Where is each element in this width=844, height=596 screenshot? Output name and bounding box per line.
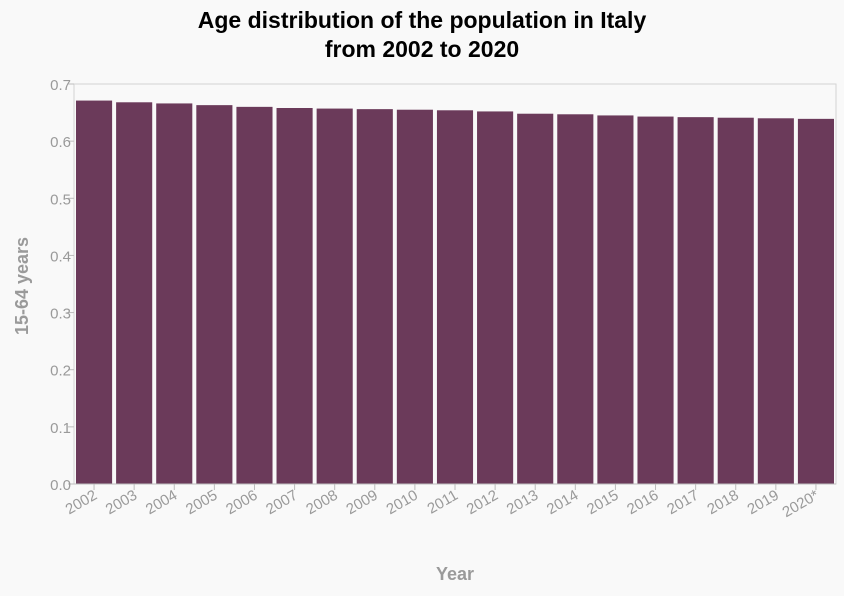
x-tick-label: 2008 (303, 487, 340, 518)
bars (76, 100, 834, 485)
y-tick-label: 0.2 (50, 363, 71, 380)
x-tick-label: 2014 (544, 487, 581, 518)
y-tick-label: 0.1 (50, 420, 71, 437)
x-tick-label: 2015 (584, 487, 621, 518)
y-axis-title: 15-64 years (12, 237, 32, 335)
y-axis: 0.0 0.1 0.2 0.3 0.4 0.5 0.6 0.7 (50, 77, 837, 494)
x-tick-label: 2012 (464, 487, 501, 518)
bar-2017 (677, 117, 714, 485)
bar-2002 (76, 100, 113, 485)
x-tick-label: 2019 (744, 487, 781, 518)
x-tick-label: 2005 (183, 487, 220, 518)
bar-2003 (116, 102, 153, 485)
bar-2008 (316, 108, 353, 485)
bar-2006 (236, 106, 273, 484)
chart-title-line-2: from 2002 to 2020 (324, 36, 520, 62)
bar-2015 (597, 115, 634, 484)
x-tick-label: 2017 (664, 487, 701, 518)
bar-2016 (637, 116, 674, 485)
bar-2020 (797, 118, 834, 484)
x-tick-label: 2007 (263, 487, 300, 518)
chart-title: Age distribution of the population in It… (0, 6, 844, 64)
x-axis-title: Year (436, 564, 474, 584)
bar-2013 (517, 113, 554, 484)
x-tick-label: 2010 (383, 487, 420, 518)
x-tick-label: 2006 (223, 487, 260, 518)
bar-2019 (757, 118, 794, 485)
bar-2012 (477, 111, 514, 484)
bar-2007 (276, 108, 313, 484)
bar-2005 (196, 105, 233, 485)
x-tick-label: 2009 (343, 487, 380, 518)
y-tick-label: 0.5 (50, 191, 71, 208)
bar-2010 (396, 109, 433, 484)
x-tick-label: 2011 (425, 487, 461, 518)
x-tick-label: 2004 (143, 487, 180, 518)
x-tick-label: 2013 (504, 487, 541, 518)
bar-2014 (557, 114, 594, 485)
bar-2011 (436, 110, 474, 485)
x-tick-label: 2003 (103, 487, 140, 518)
y-tick-label: 0.6 (50, 134, 71, 151)
bar-2009 (356, 109, 393, 485)
y-tick-label: 0.3 (50, 306, 71, 323)
x-tick-label: 2020* (779, 487, 822, 521)
x-tick-label: 2018 (704, 487, 741, 518)
x-tick-label: 2016 (624, 487, 661, 518)
y-tick-label: 0.0 (50, 477, 71, 494)
chart-title-line-1: Age distribution of the population in It… (197, 7, 647, 33)
x-axis: 2002 2003 2004 2005 2006 2007 2008 2009 2010 2011… (63, 483, 836, 521)
bar-2018 (717, 117, 754, 484)
bar-2004 (156, 103, 193, 484)
y-tick-label: 0.7 (50, 77, 71, 94)
y-tick-label: 0.4 (50, 248, 71, 265)
